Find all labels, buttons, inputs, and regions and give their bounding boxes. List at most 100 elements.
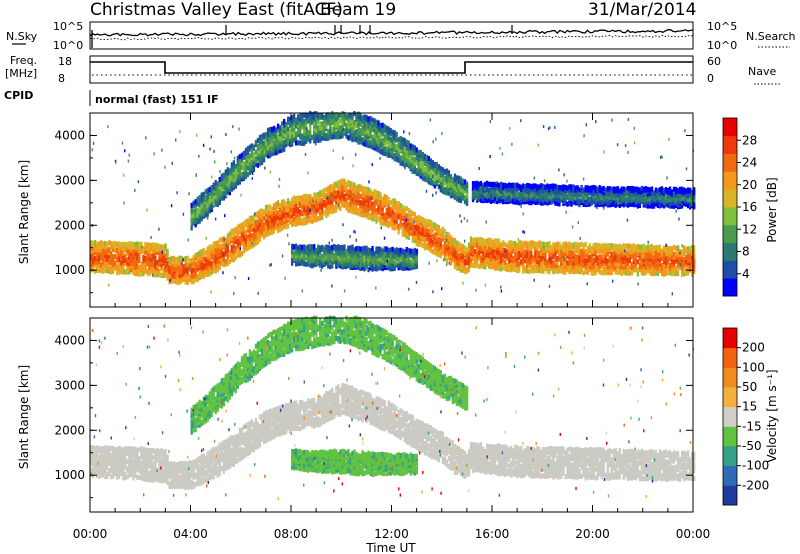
data-cell: [289, 119, 292, 125]
data-cell: [486, 244, 489, 250]
data-cell: [508, 194, 511, 200]
data-cell: [240, 237, 244, 243]
data-cell: [570, 245, 573, 251]
data-cell: [465, 247, 469, 253]
data-cell: [389, 255, 392, 262]
data-cell: [600, 248, 603, 254]
data-cell: [148, 249, 151, 255]
data-cell: [431, 160, 434, 166]
data-cell: [403, 147, 406, 153]
data-cell: [552, 269, 555, 275]
data-cell: [572, 269, 575, 275]
data-cell: [347, 207, 350, 213]
data-cell: [371, 201, 374, 207]
data-cell: [124, 257, 127, 263]
data-cell: [357, 184, 360, 190]
data-cell: [626, 252, 629, 258]
data-cell: [192, 270, 195, 276]
data-cell: [490, 249, 493, 255]
data-cell: [299, 201, 302, 207]
data-cell: [351, 127, 354, 133]
data-cell: [182, 264, 185, 270]
data-cell: [371, 126, 374, 133]
data-cell: [214, 247, 217, 253]
data-cell: [313, 135, 316, 141]
data-cell: [295, 131, 298, 137]
data-cell: [274, 127, 278, 133]
data-cell: [212, 255, 215, 261]
data-cell: [361, 206, 364, 212]
data-cell: [140, 241, 143, 247]
data-cell: [329, 253, 332, 259]
data-cell: [459, 256, 463, 262]
data-cell: [164, 266, 167, 272]
data-cell: [479, 237, 483, 243]
data-cell: [353, 202, 356, 209]
data-cell: [325, 112, 328, 118]
data-cell: [469, 240, 473, 246]
data-cell: [196, 263, 199, 269]
data-cell: [250, 233, 254, 239]
data-cell: [403, 137, 406, 144]
data-cell: [576, 189, 579, 195]
data-cell: [146, 261, 149, 267]
data-cell: [680, 262, 684, 269]
data-cell: [242, 150, 246, 156]
data-cell: [262, 132, 266, 138]
data-cell: [102, 262, 105, 268]
data-cell: [588, 248, 591, 254]
data-cell: [353, 196, 356, 203]
data-cell: [387, 247, 390, 253]
data-cell: [492, 187, 495, 194]
data-cell: [114, 244, 117, 250]
data-cell: [425, 227, 428, 233]
data-cell: [214, 268, 217, 274]
data-cell: [391, 143, 394, 149]
data-cell: [152, 246, 155, 252]
data-cell: [220, 243, 223, 249]
data-cell: [252, 166, 256, 172]
data-cell: [315, 257, 318, 263]
data-cell: [178, 269, 181, 275]
data-cell: [335, 196, 338, 202]
data-cell: [431, 239, 434, 245]
data-cell: [385, 125, 388, 131]
data-cell: [194, 218, 197, 224]
data-cell: [482, 237, 485, 244]
data-cell: [395, 258, 398, 264]
data-cell: [522, 255, 525, 261]
data-cell: [536, 184, 539, 190]
data-cell: [604, 266, 607, 272]
data-cell: [419, 239, 422, 245]
data-cell: [381, 214, 384, 220]
data-cell: [361, 253, 364, 259]
data-cell: [646, 258, 650, 264]
data-cell: [270, 212, 274, 218]
data-cell: [339, 185, 342, 191]
data-cell: [260, 147, 264, 153]
data-cell: [204, 269, 207, 275]
data-cell: [349, 254, 352, 260]
data-cell: [347, 179, 350, 185]
data-cell: [682, 267, 686, 273]
data-cell: [427, 174, 430, 180]
data-cell: [445, 251, 449, 257]
data-cell: [283, 221, 286, 227]
data-cell: [132, 267, 135, 273]
data-cell: [258, 154, 262, 161]
data-cell: [550, 248, 553, 254]
data-cell: [411, 163, 414, 169]
data-cell: [138, 271, 141, 277]
data-cell: [375, 126, 378, 132]
data-cell: [295, 196, 298, 202]
data-cell: [367, 139, 370, 146]
data-cell: [307, 259, 310, 265]
data-cell: [405, 265, 408, 271]
data-cell: [552, 245, 555, 251]
data-cell: [383, 128, 386, 134]
data-cell: [371, 206, 374, 212]
data-cell: [305, 216, 308, 222]
data-cell: [411, 217, 414, 223]
data-cell: [150, 256, 153, 262]
data-cell: [363, 186, 366, 192]
